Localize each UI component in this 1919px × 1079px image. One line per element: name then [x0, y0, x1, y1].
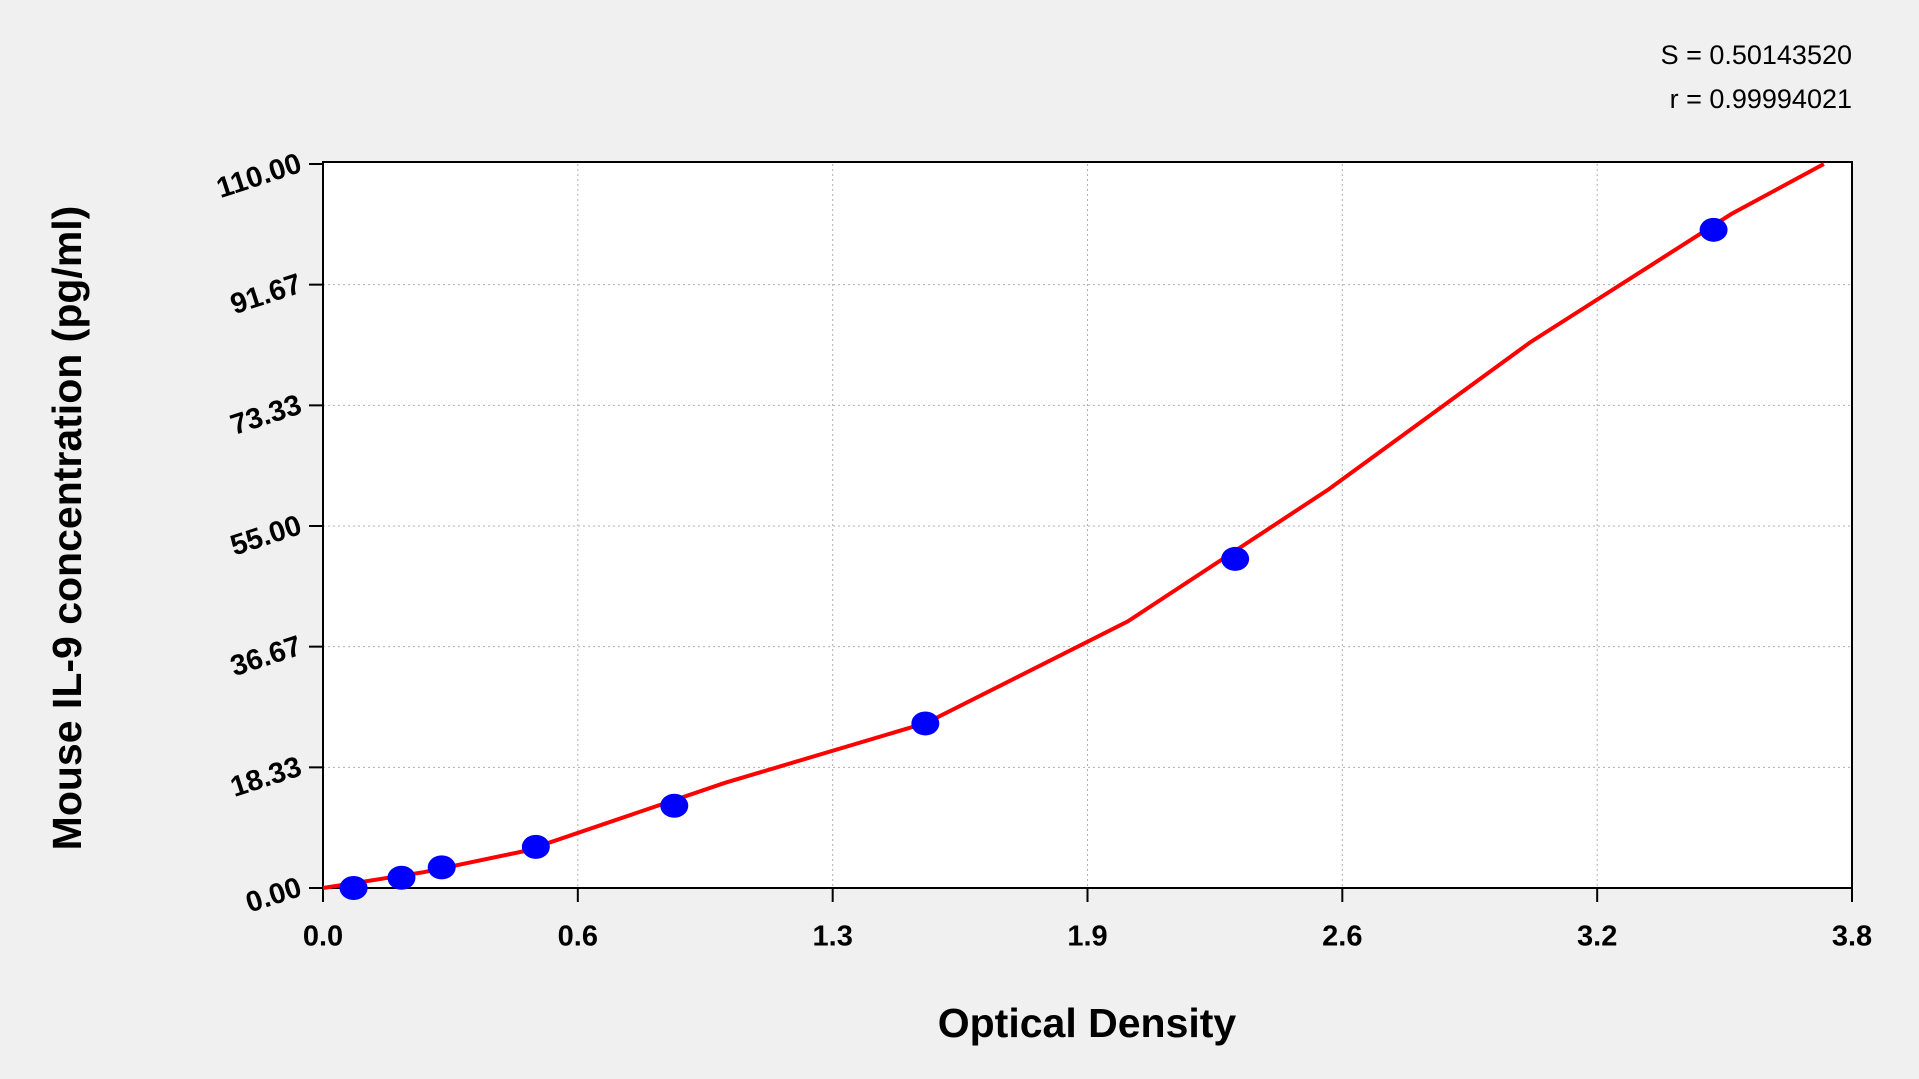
x-tick-label: 0.6	[558, 921, 598, 953]
x-tick-label: 1.9	[1067, 921, 1107, 953]
data-point	[387, 865, 416, 890]
x-tick-label: 3.2	[1577, 921, 1617, 953]
x-tick-label: 1.3	[813, 921, 853, 953]
y-axis-title: Mouse IL-9 concentration (pg/ml)	[44, 206, 90, 851]
annotation: r = 0.99994021	[1670, 84, 1852, 114]
annotation: S = 0.50143520	[1661, 40, 1852, 70]
x-tick-label: 3.8	[1832, 921, 1872, 953]
x-tick-label: 2.6	[1322, 921, 1362, 953]
data-point	[1221, 546, 1250, 571]
data-point	[1699, 217, 1728, 242]
data-point	[427, 855, 456, 880]
x-tick-label: 0.0	[303, 921, 343, 953]
data-point	[660, 793, 689, 818]
fit-curve	[322, 162, 1825, 890]
x-axis-title: Optical Density	[938, 1000, 1237, 1046]
data-point	[339, 876, 368, 900]
data-point	[521, 834, 550, 859]
data-point	[911, 711, 940, 736]
plot-frame	[322, 161, 1853, 889]
